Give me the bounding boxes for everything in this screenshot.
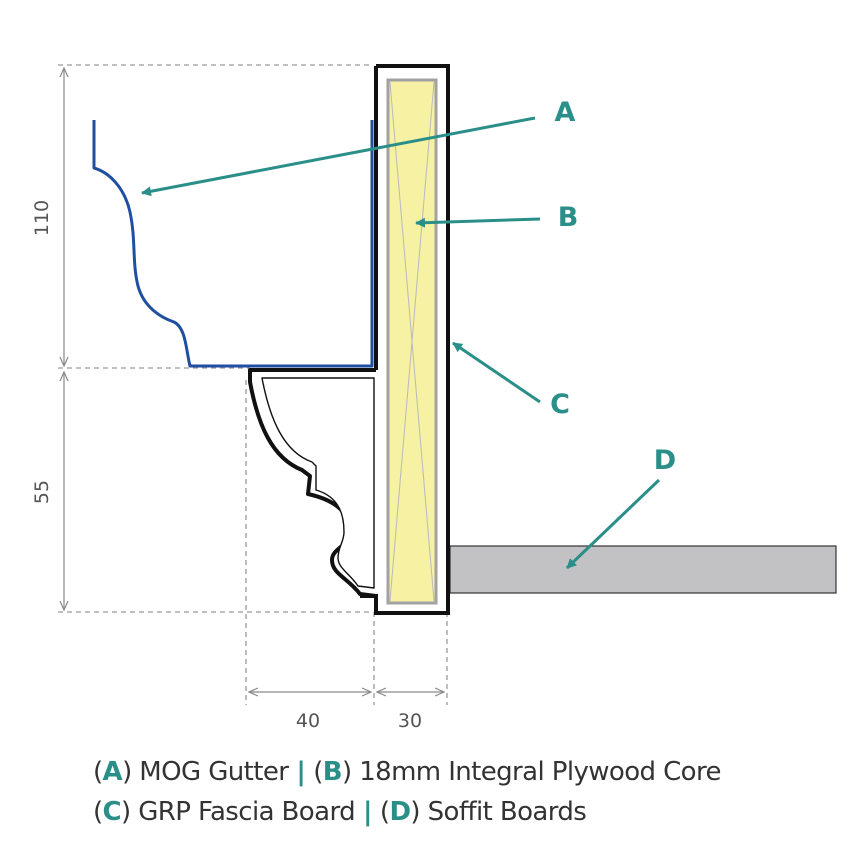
legend-line-2: (C) GRP Fascia Board | (D) Soffit Boards: [93, 797, 587, 827]
legend-line-1: (A) MOG Gutter | (B) 18mm Integral Plywood…: [93, 757, 721, 787]
legend-label-c: GRP Fascia Board: [130, 797, 355, 827]
legend-key-d: D: [389, 797, 411, 827]
legend-close-paren: ): [122, 757, 132, 787]
callout-label-c: C: [550, 389, 570, 420]
plywood-core: [386, 78, 438, 605]
legend-key-a: A: [102, 757, 123, 787]
legend-label-a: MOG Gutter: [131, 757, 289, 787]
legend-close-paren: ): [121, 797, 131, 827]
callout-arrow-c: [452, 341, 541, 404]
legend-open-paren: (: [93, 797, 103, 827]
callout-arrow-a: [141, 116, 536, 197]
dimension-guides: [58, 64, 448, 705]
legend-open-paren: (: [379, 797, 390, 827]
dim-label-55: 55: [31, 480, 53, 504]
callout-arrow-b: [415, 217, 541, 228]
legend-label-d: Soffit Boards: [419, 797, 587, 827]
dim-label-40: 40: [296, 710, 320, 732]
legend-open-paren: (: [93, 757, 103, 787]
callout-label-a: A: [555, 97, 576, 128]
callout-arrow-d: [565, 478, 661, 570]
callout-label-b: B: [558, 202, 579, 233]
plywood-core-cross: [389, 81, 435, 602]
legend-key-c: C: [102, 797, 122, 827]
legend-close-paren: ): [341, 757, 352, 787]
dim-label-30: 30: [398, 710, 422, 732]
legend-open-paren: (: [313, 757, 323, 787]
dim-label-110: 110: [31, 200, 53, 236]
dimension-arrows: [64, 68, 444, 692]
legend-separator: |: [362, 797, 373, 827]
soffit-board: [449, 545, 837, 594]
legend-separator: |: [296, 757, 306, 787]
legend-key-b: B: [322, 757, 343, 787]
callout-label-d: D: [654, 445, 676, 476]
callout-arrows: [141, 116, 661, 570]
fascia-moulding-inner: [261, 377, 375, 589]
legend-close-paren: ): [410, 797, 420, 827]
legend-label-b: 18mm Integral Plywood Core: [351, 757, 721, 787]
mog-gutter: [92, 120, 374, 368]
